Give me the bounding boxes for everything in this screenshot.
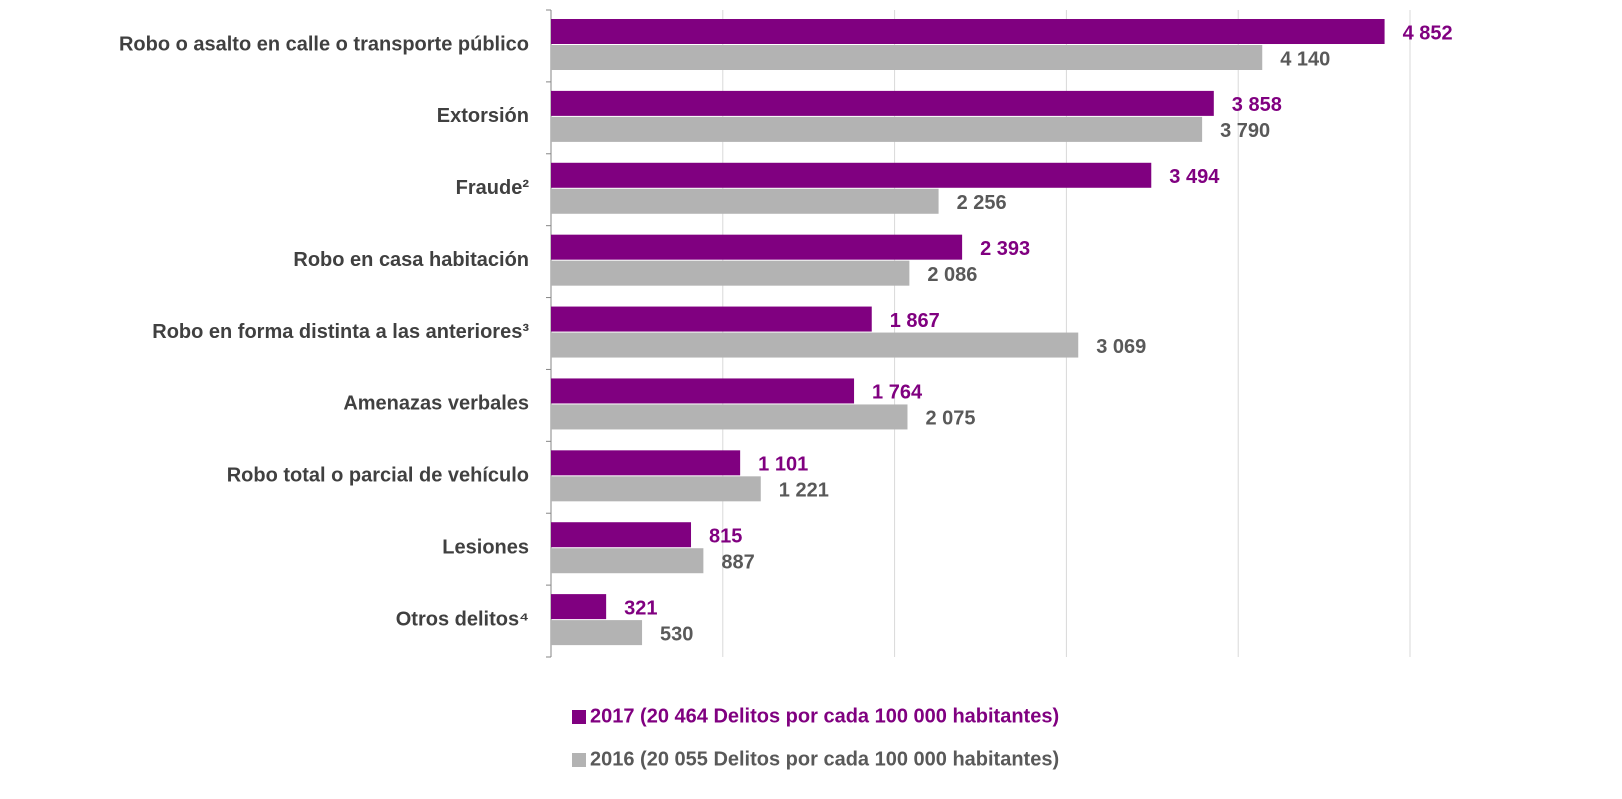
category-label: Extorsión [437,105,529,127]
category-label: Lesiones [442,537,529,559]
bar [551,188,939,214]
value-label: 2 393 [980,238,1030,260]
bar [551,116,1203,142]
value-label: 3 790 [1220,120,1270,142]
bar [551,306,872,332]
bar [551,162,1152,188]
value-label: 887 [721,552,754,574]
legend-label: 2017 (20 464 Delitos por cada 100 000 ha… [590,705,1059,727]
value-label: 2 075 [925,408,975,430]
category-label: Otros delitos⁴ [396,608,529,630]
bar [551,620,643,646]
value-label: 1 221 [779,480,829,502]
bar [551,548,704,574]
value-label: 321 [624,597,657,619]
category-label: Robo en forma distinta a las anteriores³ [152,321,529,343]
value-label: 1 101 [758,454,808,476]
bar [551,332,1079,358]
bar [551,19,1385,44]
value-label: 4 852 [1403,22,1453,44]
legend-swatch [572,753,586,767]
bar [551,260,910,286]
bar [551,234,963,260]
value-label: 1 867 [890,310,940,332]
value-label: 530 [660,623,693,645]
category-label: Fraude² [456,177,530,199]
category-label: Amenazas verbales [343,393,529,415]
bar [551,90,1214,116]
bar [551,45,1263,70]
value-label: 815 [709,526,742,548]
category-label: Robo en casa habitación [293,249,529,271]
value-label: 3 069 [1096,336,1146,358]
legend-swatch [572,710,586,724]
bar [551,476,761,502]
value-label: 2 086 [927,264,977,286]
bar [551,404,908,430]
value-label: 3 858 [1232,94,1282,116]
value-label: 2 256 [957,192,1007,214]
value-label: 1 764 [872,382,923,404]
value-label: 4 140 [1280,48,1330,70]
bar [551,522,692,548]
value-label: 3 494 [1169,166,1220,188]
category-label: Robo o asalto en calle o transporte públ… [119,33,529,55]
legend-label: 2016 (20 055 Delitos por cada 100 000 ha… [590,748,1059,770]
bar [551,450,741,476]
category-label: Robo total o parcial de vehículo [227,465,529,487]
bar [551,378,855,404]
bar [551,594,607,620]
